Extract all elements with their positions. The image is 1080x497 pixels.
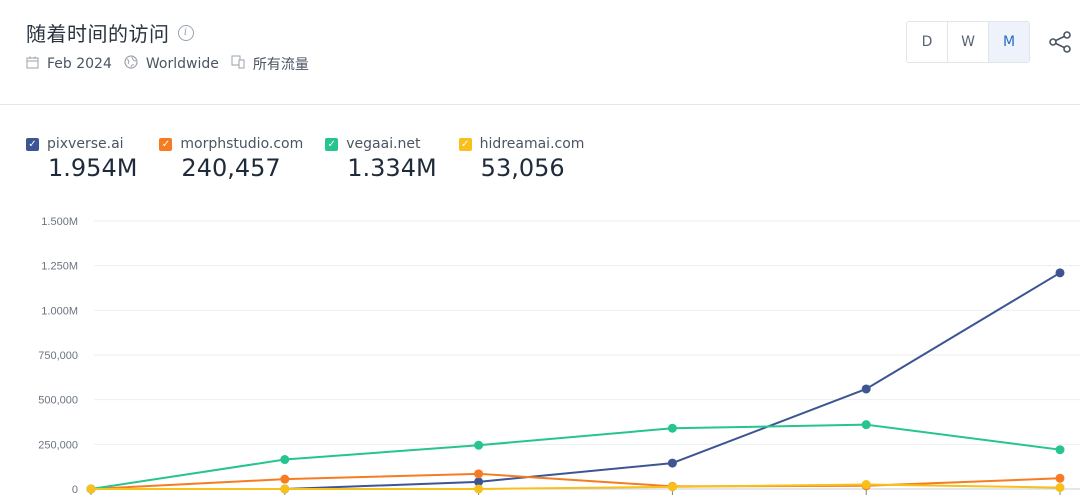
y-tick-label: 500,000 (38, 395, 78, 407)
data-point (667, 482, 677, 492)
y-tick-label: 1.250M (41, 261, 78, 273)
data-point (474, 440, 484, 450)
series-line-1 (90, 472, 1061, 490)
calendar-icon (26, 56, 39, 73)
checkbox-icon[interactable]: ✓ (26, 137, 39, 151)
page-title: 随着时间的访问 (26, 22, 170, 46)
data-point (1055, 445, 1065, 455)
meta-row: Feb 2024 Worldwide 所有流量 (26, 54, 321, 74)
data-point (280, 474, 290, 484)
share-icon[interactable] (1048, 30, 1072, 54)
legend-item-pixverse[interactable]: ✓ pixverse.ai 1.954M (26, 136, 137, 182)
y-tick-label: 0 (72, 484, 78, 496)
data-point (474, 477, 484, 487)
legend-name: vegaai.net (346, 136, 421, 152)
info-icon[interactable]: i (177, 24, 194, 41)
region-selector[interactable]: Worldwide (145, 56, 219, 72)
legend-value: 1.334M (347, 154, 437, 182)
data-point (474, 484, 484, 494)
checkbox-icon[interactable]: ✓ (458, 137, 472, 151)
data-point (474, 469, 484, 479)
data-point (86, 484, 96, 494)
legend-value: 53,056 (480, 154, 565, 182)
series-line-0 (91, 271, 1061, 490)
toggle-month[interactable]: M (989, 22, 1029, 62)
data-point (861, 480, 871, 490)
checkbox-icon[interactable]: ✓ (159, 137, 173, 151)
legend-value: 240,457 (181, 154, 281, 182)
y-tick-label: 1.500M (41, 216, 78, 228)
toggle-week[interactable]: W (948, 22, 989, 62)
data-point (861, 420, 871, 430)
y-tick-label: 250,000 (38, 439, 78, 451)
y-tick-label: 1.000M (41, 305, 78, 317)
title-row: 随着时间的访问 i (26, 18, 194, 47)
data-point (280, 484, 290, 494)
series-line-3 (91, 483, 1061, 490)
series-line-2 (90, 423, 1061, 490)
data-point (667, 458, 677, 468)
date-range[interactable]: Feb 2024 (47, 56, 112, 72)
traffic-type[interactable]: 所有流量 (252, 57, 309, 73)
header-divider (0, 104, 1080, 105)
devices-icon (231, 55, 245, 73)
legend-item-hidreamai[interactable]: ✓ hidreamai.com 53,056 (458, 136, 585, 182)
data-point (1055, 268, 1065, 278)
line-chart: 0 250,000 500,000 750,000 1.000M 1.250M 1.500M (38, 216, 1080, 496)
data-point (861, 384, 871, 394)
y-tick-label: 750,000 (38, 350, 78, 362)
data-point (1055, 483, 1065, 493)
data-point (280, 455, 290, 465)
data-point (667, 423, 677, 433)
legend-name: hidreamai.com (479, 136, 585, 152)
legend-item-vegaai[interactable]: ✓ vegaai.net 1.334M (325, 136, 437, 182)
legend-item-morphstudio[interactable]: ✓ morphstudio.com 240,457 (159, 136, 303, 182)
legend: ✓ pixverse.ai 1.954M ✓ morphstudio.com 2… (26, 136, 606, 182)
globe-icon (124, 55, 138, 73)
checkbox-icon[interactable]: ✓ (325, 137, 339, 151)
legend-value: 1.954M (48, 154, 138, 182)
toggle-day[interactable]: D (907, 22, 948, 62)
data-point (1055, 473, 1065, 483)
granularity-toggle: D W M (906, 21, 1030, 63)
legend-name: pixverse.ai (47, 136, 124, 152)
legend-name: morphstudio.com (180, 136, 304, 152)
